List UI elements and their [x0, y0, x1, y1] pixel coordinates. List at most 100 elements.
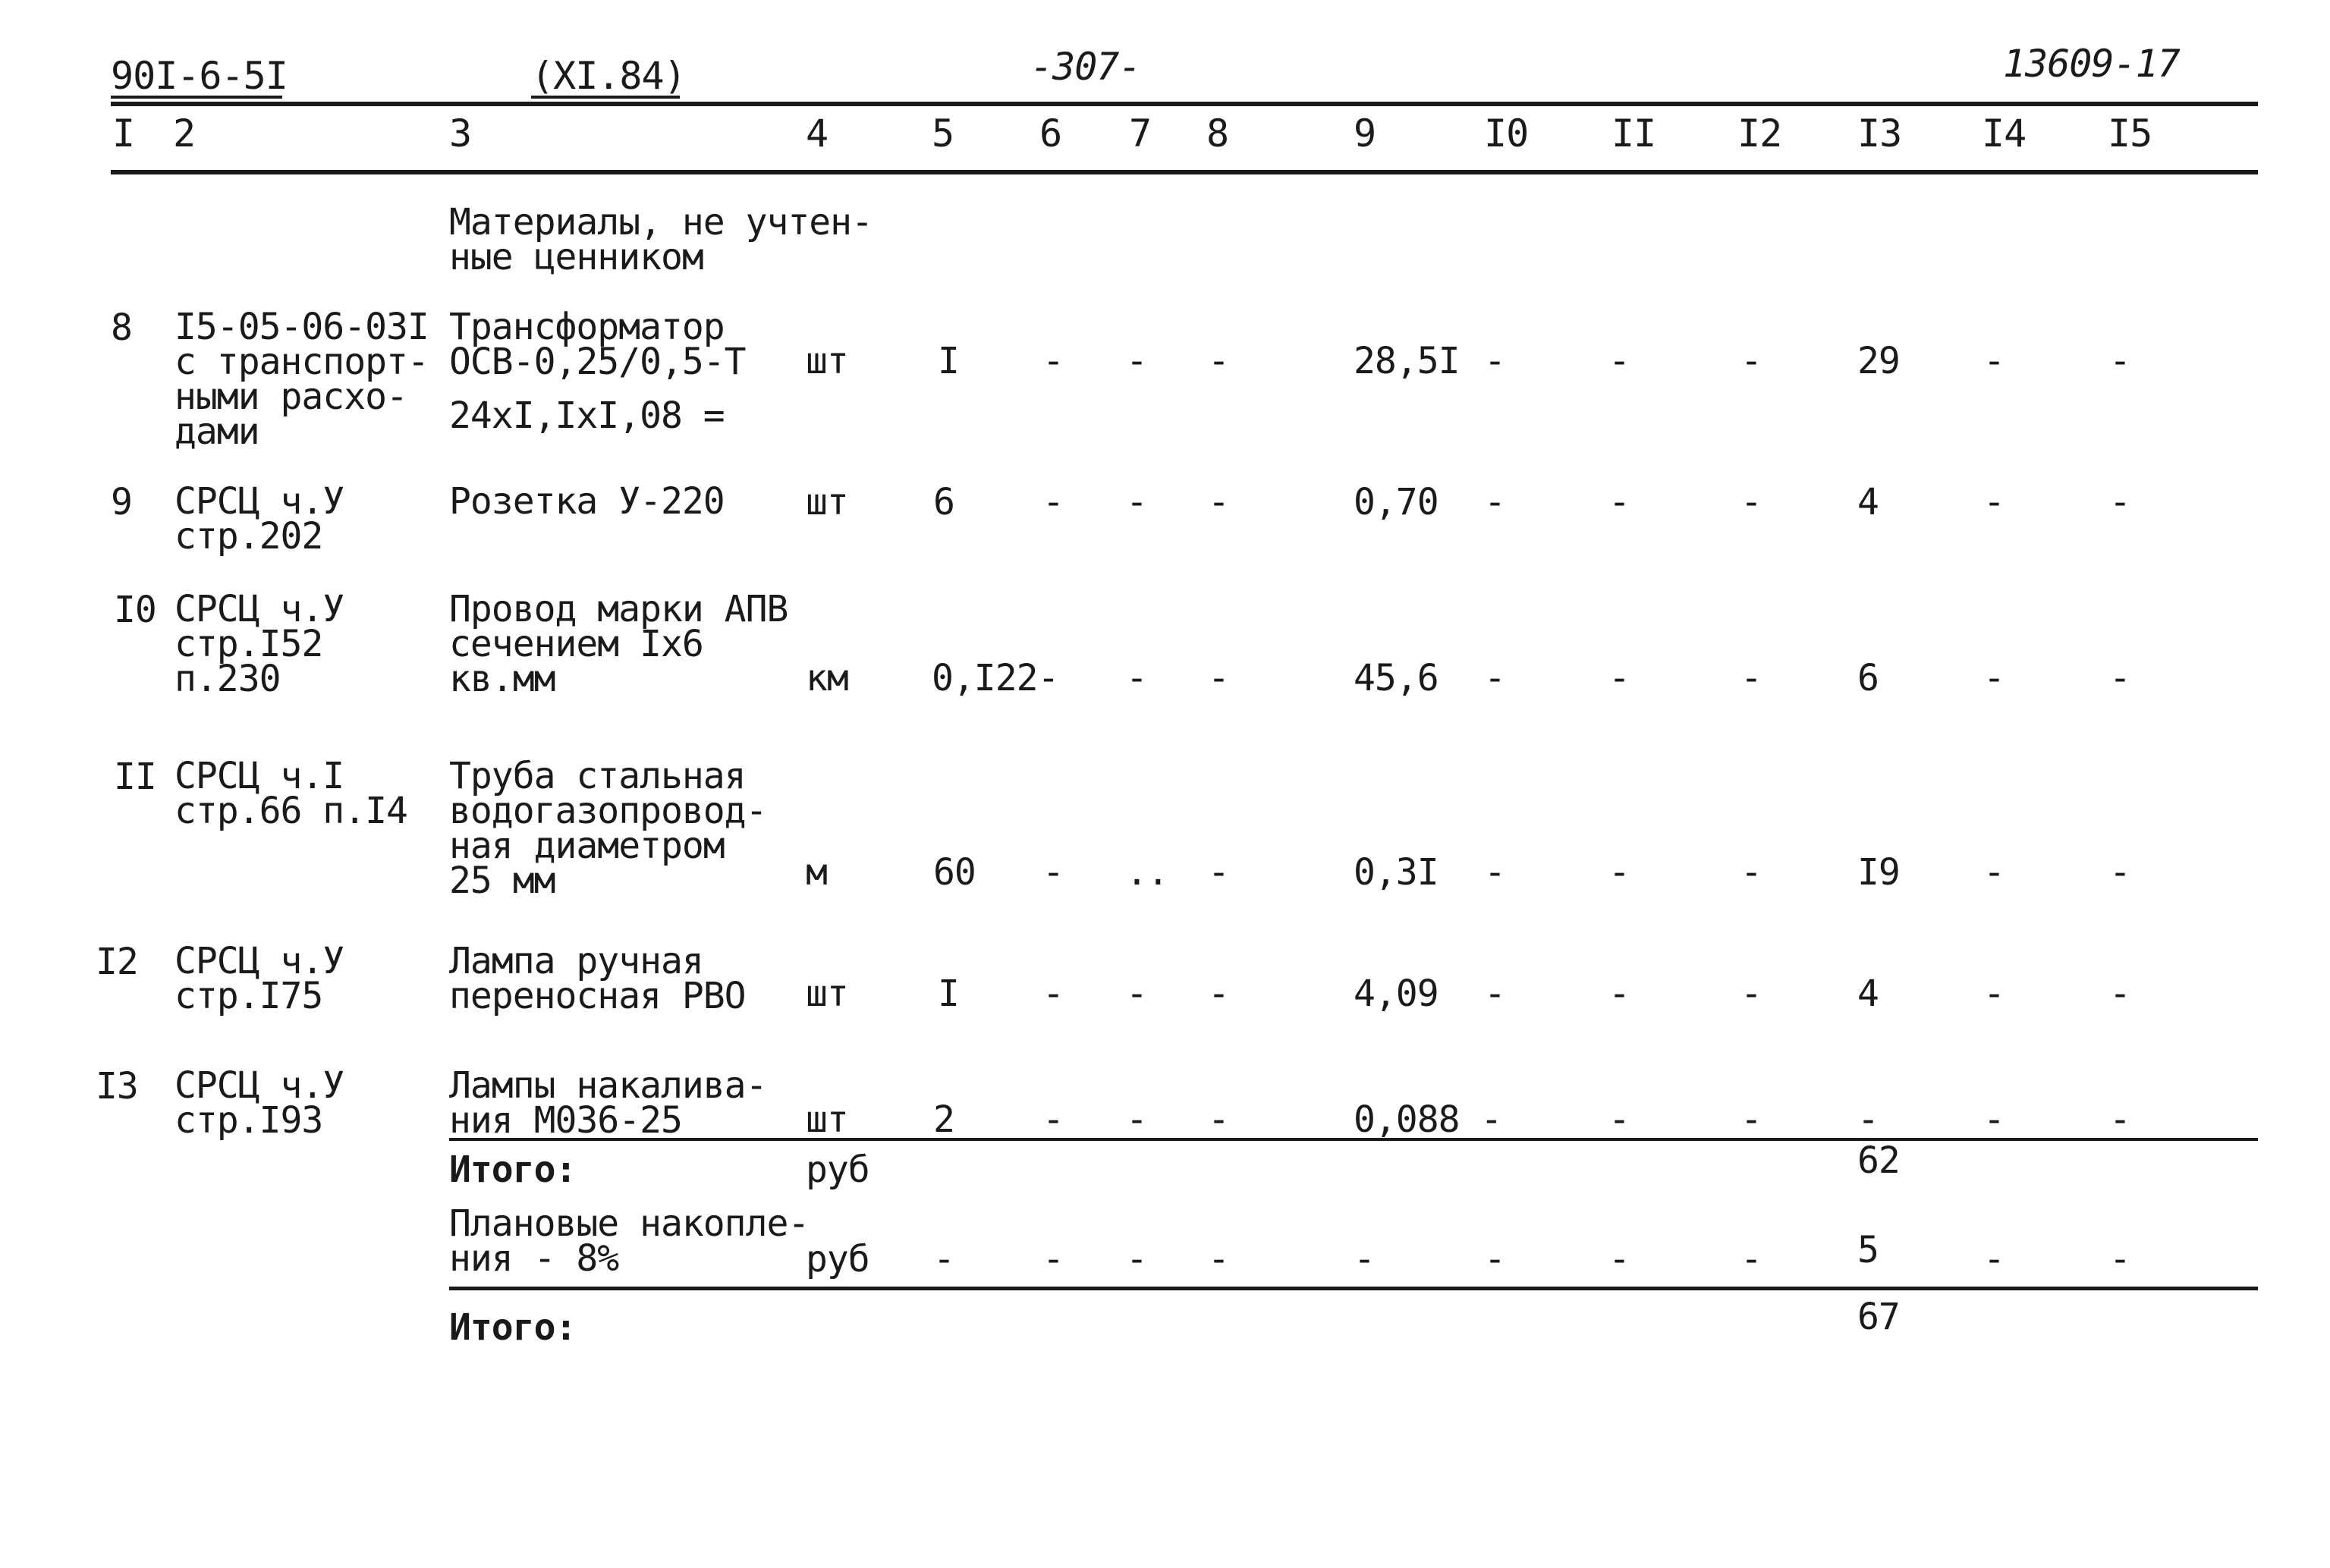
row-9-c10: - [1484, 481, 1506, 523]
row-9-name: Розетка У-220 [449, 480, 725, 523]
row-11-price: 0,3I [1354, 851, 1439, 894]
row-8-name: Трансформатор ОСВ-0,25/0,5-Т [449, 306, 747, 383]
planned-c14: - [1983, 1238, 2005, 1280]
row-12-number: I2 [96, 941, 139, 983]
row-11-total: I9 [1857, 851, 1901, 894]
row-10-c15: - [2109, 657, 2131, 699]
col-header-10: I0 [1484, 112, 1529, 156]
row-11-name: Труба стальная водогазопровод- ная диаме… [449, 755, 767, 902]
row-9-c12: - [1740, 481, 1762, 523]
planned-c5: - [933, 1238, 955, 1280]
planned-c6: - [1042, 1238, 1064, 1280]
planned-total: 5 [1857, 1229, 1879, 1271]
planned-c12: - [1740, 1238, 1762, 1280]
date-code-underline [531, 96, 680, 99]
subtotal-label: Итого: [449, 1149, 577, 1191]
intro-note: Материалы, не учтен- ные ценником [449, 201, 873, 278]
row-10-c14: - [1983, 657, 2005, 699]
doc-code: 90I-6-5I [111, 54, 288, 98]
col-header-8: 8 [1206, 112, 1229, 156]
row-11-c7: .. [1126, 851, 1169, 894]
row-9-unit: шт [806, 481, 849, 523]
row-12-c6: - [1042, 973, 1064, 1015]
row-8-c10: - [1484, 340, 1506, 382]
row-8-number: 8 [111, 306, 133, 349]
row-13-unit: шт [806, 1098, 849, 1141]
col-header-6: 6 [1039, 112, 1062, 156]
row-9-number: 9 [111, 481, 133, 523]
row-12-c10: - [1484, 973, 1506, 1015]
col-header-15: I5 [2108, 112, 2152, 156]
row-8-c12: - [1740, 340, 1762, 382]
row-12-c8: - [1208, 973, 1230, 1015]
row-13-bottom-rule [449, 1138, 2258, 1141]
grand-total-rule [449, 1287, 2258, 1290]
row-12-c15: - [2109, 973, 2131, 1015]
row-11-c6: - [1042, 851, 1064, 894]
header-bottom-rule [111, 170, 2258, 174]
row-13-c6: - [1042, 1098, 1064, 1141]
row-10-c11: - [1608, 657, 1630, 699]
row-9-c6: - [1042, 481, 1064, 523]
col-header-12: I2 [1737, 112, 1782, 156]
col-header-5: 5 [932, 112, 954, 156]
planned-c10: - [1484, 1238, 1506, 1280]
row-9-qty: 6 [933, 481, 955, 523]
row-9-price: 0,70 [1354, 481, 1439, 523]
row-9-c14: - [1983, 481, 2005, 523]
planned-unit: руб [806, 1238, 870, 1280]
col-header-13: I3 [1857, 112, 1902, 156]
row-9-c7: - [1126, 481, 1148, 523]
row-13-c15: - [2109, 1098, 2131, 1141]
col-header-4: 4 [806, 112, 829, 156]
row-8-c8: - [1208, 340, 1230, 382]
row-11-c10: - [1484, 851, 1506, 894]
row-9-code: СРСЦ ч.У стр.202 [175, 480, 344, 558]
row-11-qty: 60 [933, 851, 976, 894]
grand-total-label: Итого: [449, 1306, 577, 1349]
row-11-code: СРСЦ ч.I стр.66 п.I4 [175, 755, 408, 832]
row-8-total: 29 [1857, 340, 1901, 382]
row-10-name: Провод марки АПВ сечением Iх6 кв.мм [449, 588, 788, 700]
header-top-rule [111, 102, 2258, 106]
planned-c8: - [1208, 1238, 1230, 1280]
row-10-qty: 0,I22- [932, 657, 1059, 699]
row-11-c12: - [1740, 851, 1762, 894]
doc-code-underline [111, 96, 282, 99]
row-10-c7: - [1126, 657, 1148, 699]
row-12-c12: - [1740, 973, 1762, 1015]
row-13-c8: - [1208, 1098, 1230, 1141]
row-13-total: - [1857, 1098, 1879, 1141]
row-10-c12: - [1740, 657, 1762, 699]
row-11-c14: - [1983, 851, 2005, 894]
subtotal-total: 62 [1857, 1139, 1901, 1182]
row-11-c8: - [1208, 851, 1230, 894]
row-8-c7: - [1126, 340, 1148, 382]
planned-c15: - [2109, 1238, 2131, 1280]
col-header-11: II [1612, 112, 1656, 156]
row-12-unit: шт [806, 973, 849, 1015]
row-13-price: 0,088 - [1354, 1098, 1502, 1141]
col-header-9: 9 [1354, 112, 1376, 156]
row-12-code: СРСЦ ч.У стр.I75 [175, 940, 344, 1017]
inventory-number: 13609-17 [2003, 42, 2181, 86]
col-header-3: 3 [449, 112, 472, 156]
row-9-c15: - [2109, 481, 2131, 523]
row-13-c7: - [1126, 1098, 1148, 1141]
row-10-c10: - [1484, 657, 1506, 699]
row-8-unit: шт [806, 340, 849, 382]
row-13-c14: - [1983, 1098, 2005, 1141]
row-12-c11: - [1608, 973, 1630, 1015]
row-11-unit: м [806, 851, 828, 894]
col-header-7: 7 [1129, 112, 1152, 156]
planned-label: Плановые накопле- ния - 8% [449, 1202, 810, 1280]
col-header-14: I4 [1982, 112, 2027, 156]
row-8-price: 28,5I [1354, 340, 1460, 382]
row-13-qty: 2 [933, 1098, 955, 1141]
row-8-qty: I [938, 340, 960, 382]
row-10-c8: - [1208, 657, 1230, 699]
col-header-1: I [112, 112, 135, 156]
row-12-total: 4 [1857, 973, 1879, 1015]
row-9-c11: - [1608, 481, 1630, 523]
